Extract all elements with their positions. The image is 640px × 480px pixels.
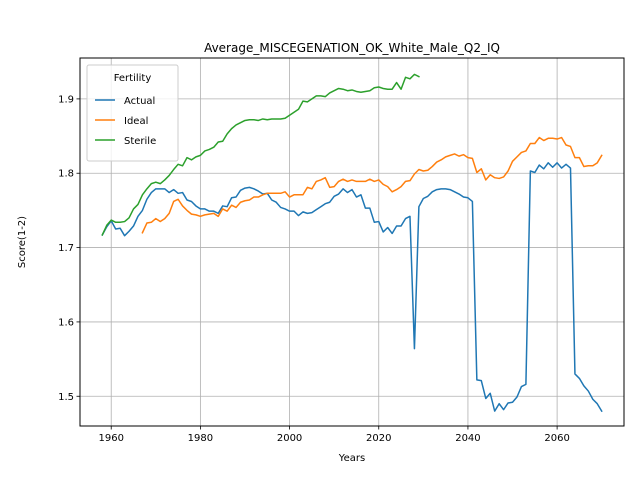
- series-lines: [101, 73, 603, 413]
- y-tick-label: 1.8: [58, 169, 74, 180]
- legend-items: Actual Ideal Sterile: [95, 96, 156, 147]
- chart-title: Average_MISCEGENATION_OK_White_Male_Q2_I…: [204, 41, 500, 55]
- x-tick-label: 2020: [366, 433, 391, 444]
- y-tick-label: 1.9: [58, 94, 74, 105]
- x-tick-label: 2060: [544, 433, 569, 444]
- x-tick-label: 1960: [98, 433, 123, 444]
- x-axis-label: Years: [338, 453, 365, 464]
- legend: Fertility Actual Ideal Sterile: [86, 64, 179, 162]
- y-tick-label: 1.5: [58, 392, 74, 403]
- legend-label-actual: Actual: [124, 96, 155, 107]
- y-tick-label: 1.6: [58, 317, 74, 328]
- series-line-ideal: [141, 136, 603, 234]
- legend-box: [86, 64, 179, 162]
- plot-frame: [79, 57, 625, 427]
- x-axis-ticks: 1960 1980 2000 2020 2040 2060: [98, 426, 570, 444]
- x-tick-label: 1980: [188, 433, 213, 444]
- legend-label-sterile: Sterile: [124, 136, 156, 147]
- grid: [80, 58, 624, 426]
- y-axis-label: Score(1-2): [17, 216, 28, 268]
- series-line-sterile: [101, 73, 420, 236]
- y-tick-label: 1.7: [58, 243, 74, 254]
- legend-title: Fertility: [114, 73, 152, 84]
- x-tick-label: 2040: [455, 433, 480, 444]
- y-axis-ticks: 1.5 1.6 1.7 1.8 1.9: [58, 94, 80, 403]
- series-line-actual: [101, 162, 603, 413]
- legend-label-ideal: Ideal: [124, 116, 148, 127]
- x-tick-label: 2000: [277, 433, 302, 444]
